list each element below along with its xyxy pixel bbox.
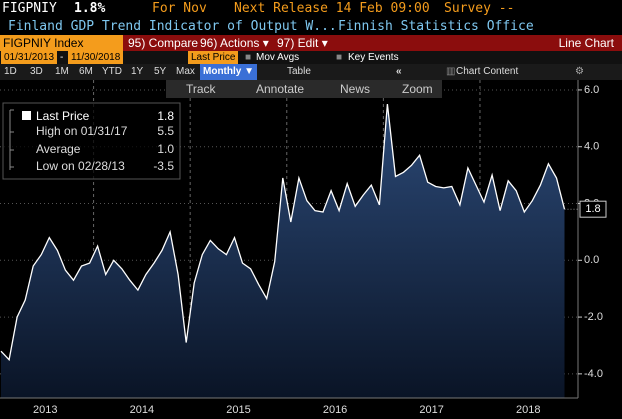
collapse-arrows[interactable]: « xyxy=(396,66,402,77)
y-tick-label: 6.0 xyxy=(584,84,599,96)
period-button[interactable]: 6M xyxy=(79,66,93,77)
description-row: Finland GDP Trend Indicator of Output W.… xyxy=(0,18,622,35)
axis-band xyxy=(0,398,622,419)
chart-toolbar xyxy=(166,80,442,98)
icon: ▥ xyxy=(446,66,456,77)
period-button[interactable]: 1D xyxy=(4,66,17,77)
next-release: Next Release 14 Feb 09:00 xyxy=(234,1,430,16)
menu-bar: FIGPNIY Index 95) Compare 96) Actions ▾ … xyxy=(0,35,622,51)
period-button[interactable]: 3D xyxy=(30,66,43,77)
key-events[interactable]: Key Events xyxy=(348,52,399,63)
chart: Track Annotate News Zoom Last Price 1.8 … xyxy=(0,80,622,419)
legend-swatch xyxy=(22,111,31,120)
table-button[interactable]: Table xyxy=(287,66,311,77)
y-tick-label: -2.0 xyxy=(584,311,603,323)
frequency-select[interactable]: Monthly ▼ xyxy=(200,64,258,80)
description: Finland GDP Trend Indicator of Output W.… xyxy=(8,19,337,34)
x-tick-label: 2015 xyxy=(226,404,250,416)
range-dash: - xyxy=(60,52,64,63)
end-date[interactable]: 11/30/2018 xyxy=(68,51,124,64)
last-price-tag xyxy=(579,200,607,218)
track-button[interactable]: Track xyxy=(186,82,217,96)
period-button[interactable]: 1Y xyxy=(131,66,144,77)
x-tick-label: 2016 xyxy=(323,404,347,416)
legend-value: -3.5 xyxy=(153,159,174,173)
legend-value: 1.0 xyxy=(157,142,174,156)
menu-compare[interactable]: 95) Compare xyxy=(128,36,199,50)
menu-actions[interactable]: 96) Actions ▾ xyxy=(200,36,269,50)
legend-label: High on 01/31/17 xyxy=(36,124,128,138)
news-button[interactable]: News xyxy=(340,82,370,96)
y-tick-label: -4.0 xyxy=(584,368,603,380)
zoom-button[interactable]: Zoom xyxy=(402,82,433,96)
legend-tree xyxy=(9,109,14,170)
period-button[interactable]: 5Y xyxy=(154,66,167,77)
checkbox[interactable]: ■ xyxy=(336,52,343,63)
ticker: FIGPNIY xyxy=(2,1,57,16)
chart-type-label: Line Chart xyxy=(558,36,614,50)
mov-avgs[interactable]: Mov Avgs xyxy=(256,52,300,63)
legend-value: 1.8 xyxy=(157,109,174,123)
legend-value: 5.5 xyxy=(157,124,174,138)
checkbox[interactable]: ■ xyxy=(245,52,252,63)
legend-label: Last Price xyxy=(36,109,90,123)
y-tick-label: 4.0 xyxy=(584,141,599,153)
x-tick-label: 2017 xyxy=(419,404,443,416)
legend-box xyxy=(2,102,181,180)
quote-header: FIGPNIY 1.8% For Nov Next Release 14 Feb… xyxy=(0,0,622,18)
annotate-button[interactable]: Annotate xyxy=(256,82,304,96)
security-field[interactable]: FIGPNIY Index xyxy=(0,35,123,51)
source: Finnish Statistics Office xyxy=(338,19,534,34)
range-row: 01/31/2013 - 11/30/2018 Last Price ■ Mov… xyxy=(0,51,622,64)
x-tick-label: 2018 xyxy=(516,404,540,416)
period-button[interactable]: Max xyxy=(176,66,195,77)
last-value: 1.8% xyxy=(74,1,106,16)
y-tick-label: 0.0 xyxy=(584,254,599,266)
period-button[interactable]: 1M xyxy=(55,66,69,77)
start-date[interactable]: 01/31/2013 xyxy=(1,51,58,64)
chart-content[interactable]: Chart Content xyxy=(456,66,519,77)
survey: Survey -- xyxy=(444,1,515,16)
area-fill xyxy=(1,104,565,398)
plot xyxy=(0,104,578,398)
period-button[interactable]: YTD xyxy=(102,66,122,77)
line xyxy=(0,104,566,362)
field-select[interactable]: Last Price xyxy=(188,51,239,64)
menu-edit[interactable]: 97) Edit ▾ xyxy=(277,36,328,50)
settings-icon[interactable]: ⚙ xyxy=(575,66,584,77)
legend-label: Average xyxy=(36,142,81,156)
period: For Nov xyxy=(152,1,207,16)
legend-label: Low on 02/28/13 xyxy=(36,159,125,173)
last-price-label: 1.8 xyxy=(585,203,600,215)
period-row: 1D 3D 1M 6M YTD 1Y 5Y Max Monthly ▼ Tabl… xyxy=(0,64,622,80)
x-tick-label: 2013 xyxy=(33,404,57,416)
x-tick-label: 2014 xyxy=(130,404,154,416)
